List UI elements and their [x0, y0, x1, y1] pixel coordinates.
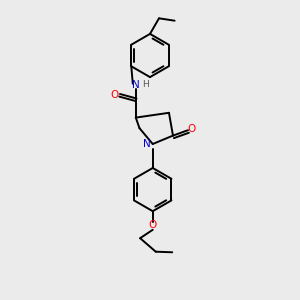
Text: O: O: [148, 220, 157, 230]
Text: O: O: [111, 90, 119, 100]
Text: O: O: [188, 124, 196, 134]
Text: H: H: [142, 80, 149, 89]
Text: N: N: [143, 139, 151, 149]
Text: N: N: [132, 80, 140, 90]
